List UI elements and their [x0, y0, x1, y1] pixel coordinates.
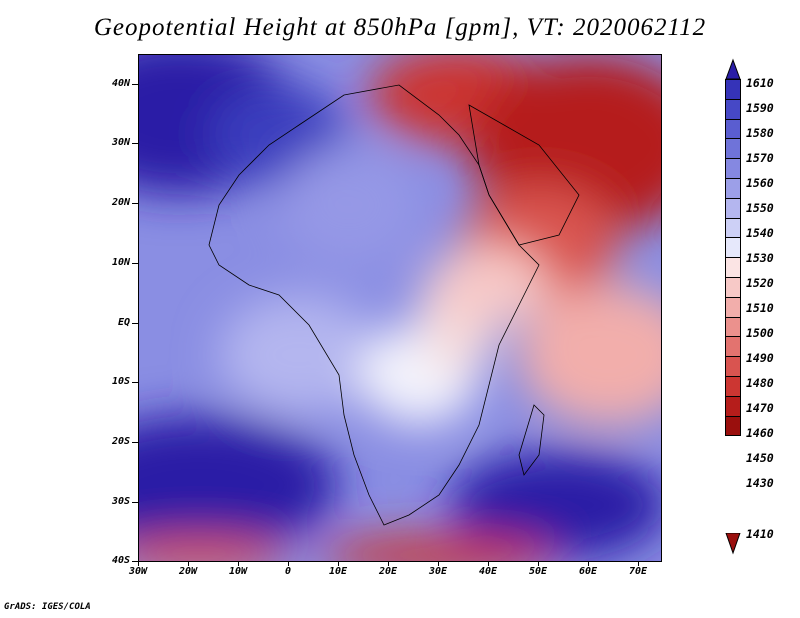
colorbar-cell [725, 375, 741, 397]
map-frame[interactable] [138, 54, 662, 562]
colorbar-label: 1510 [746, 301, 774, 315]
lon-tick [138, 561, 139, 566]
colorbar-cell [725, 336, 741, 358]
colorbar-cell [725, 79, 741, 100]
colorbar-label: 1460 [746, 426, 774, 440]
lon-label: 70E [628, 566, 648, 577]
lat-label: 10N [111, 257, 130, 268]
colorbar-bottom-arrow [725, 533, 741, 555]
colorbar-label: 1610 [746, 76, 774, 90]
colorbar-cell [725, 138, 741, 160]
lat-label: 20S [111, 436, 130, 447]
colorbar-label: 1570 [746, 151, 774, 165]
lat-tick [132, 382, 138, 383]
lon-label: 10E [328, 566, 348, 577]
lon-label: 0 [284, 566, 292, 577]
colorbar-label: 1540 [746, 226, 774, 240]
colorbar-label: 1450 [746, 451, 774, 465]
colorbar-cell [725, 118, 741, 140]
colorbar-label: 1410 [746, 527, 774, 541]
madagascar-outline [518, 404, 545, 476]
colorbar-cell [725, 158, 741, 179]
lon-tick [538, 561, 539, 566]
colorbar-cell [725, 356, 741, 377]
lon-label: 20E [378, 566, 398, 577]
lat-label: 40N [111, 78, 130, 89]
colorbar-cell [725, 276, 741, 298]
colorbar-cell [725, 296, 741, 318]
colorbar-cell [725, 395, 741, 417]
lon-label: 50E [528, 566, 548, 577]
lon-tick [488, 561, 489, 566]
colorbar-cells [725, 79, 741, 437]
lon-tick [638, 561, 639, 566]
lon-tick [438, 561, 439, 566]
lat-tick [132, 263, 138, 264]
lon-tick [388, 561, 389, 566]
lat-tick [132, 84, 138, 85]
lon-label: 60E [578, 566, 598, 577]
colorbar-cell [725, 197, 741, 219]
lat-label: 30S [111, 496, 130, 507]
lat-label: EQ [117, 317, 130, 328]
lon-label: 30E [428, 566, 448, 577]
lon-label: 30W [128, 566, 148, 577]
colorbar-label: 1520 [746, 276, 774, 290]
colorbar-cell [725, 237, 741, 259]
lat-label: 40S [111, 555, 130, 566]
colorbar-cell [725, 257, 741, 278]
colorbar-cell [725, 177, 741, 199]
lat-tick [132, 323, 138, 324]
colorbar-cell [725, 217, 741, 239]
colorbar-label: 1490 [746, 351, 774, 365]
colorbar-label: 1590 [746, 101, 774, 115]
lat-label: 30N [111, 137, 130, 148]
colorbar-label: 1550 [746, 201, 774, 215]
geopotential-field [139, 55, 661, 561]
lon-tick [238, 561, 239, 566]
credit-text: GrADS: IGES/COLA [4, 602, 91, 612]
colorbar-cell [725, 98, 741, 120]
map-title: Geopotential Height at 850hPa [gpm], VT:… [93, 14, 707, 41]
colorbar-label: 1580 [746, 126, 774, 140]
colorbar-label: 1500 [746, 326, 774, 340]
lat-tick [132, 502, 138, 503]
lat-tick [132, 561, 138, 562]
lat-tick [132, 442, 138, 443]
lon-label: 10W [228, 566, 248, 577]
lat-label: 10S [111, 376, 130, 387]
colorbar-label: 1430 [746, 476, 774, 490]
lat-tick [132, 203, 138, 204]
lon-label: 40E [478, 566, 498, 577]
lon-tick [288, 561, 289, 566]
colorbar-cell [725, 316, 741, 338]
lon-label: 20W [178, 566, 198, 577]
colorbar-cell [725, 415, 741, 437]
colorbar-label: 1530 [746, 251, 774, 265]
colorbar-label: 1470 [746, 401, 774, 415]
lon-tick [338, 561, 339, 566]
lat-tick [132, 143, 138, 144]
colorbar-top-arrow [725, 58, 741, 80]
arabian-peninsula-outline [468, 104, 580, 246]
colorbar-label: 1480 [746, 376, 774, 390]
lat-label: 20N [111, 197, 130, 208]
colorbar-label: 1560 [746, 176, 774, 190]
lon-tick [588, 561, 589, 566]
lon-tick [188, 561, 189, 566]
